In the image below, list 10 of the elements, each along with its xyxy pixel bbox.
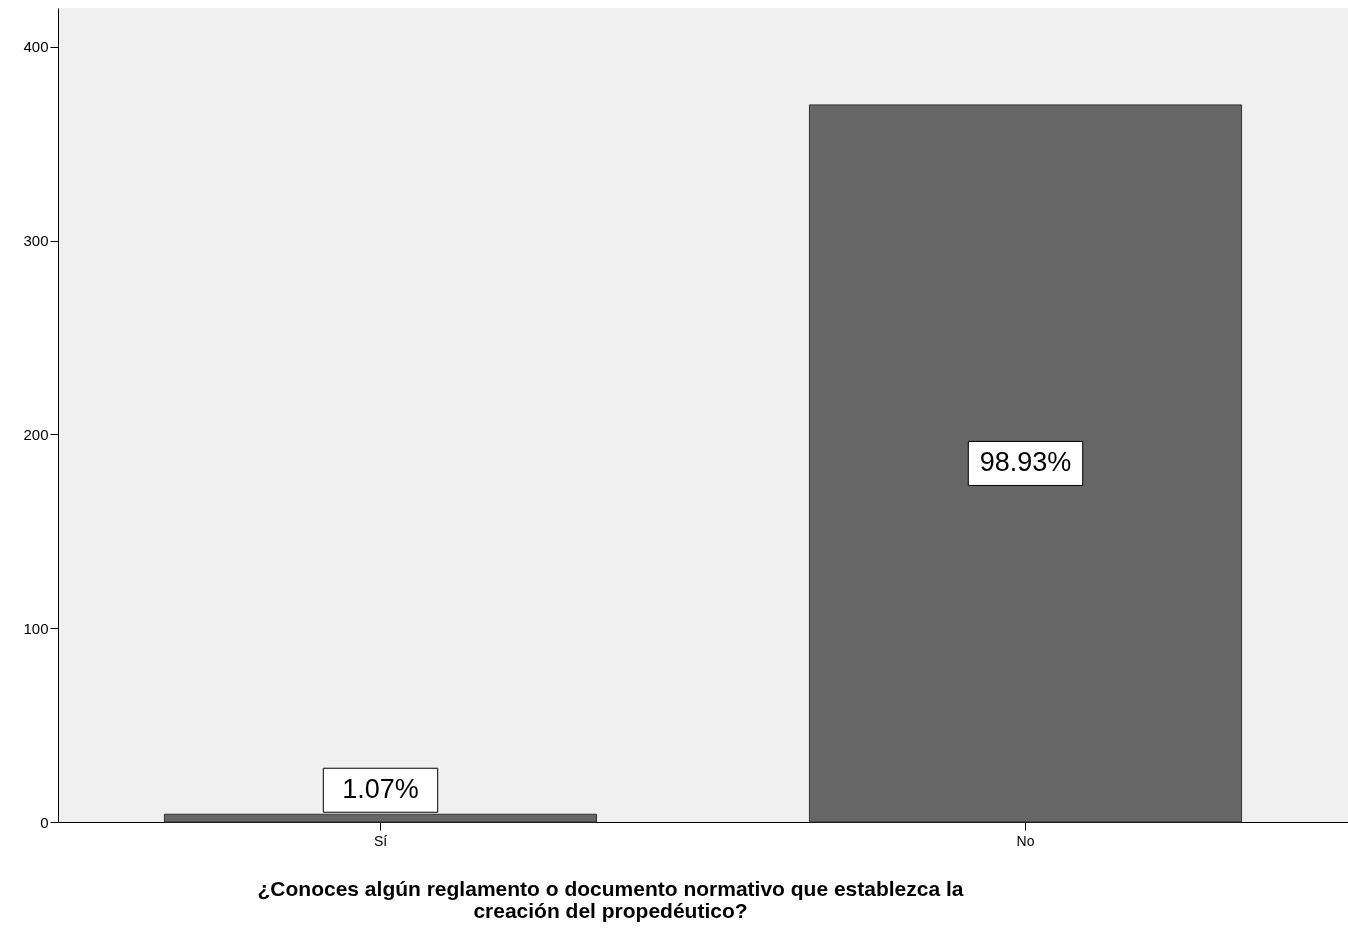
y-tick-label: 400 xyxy=(23,38,49,56)
x-axis-title: ¿Conoces algún reglamento o documento normativo que establezca la creación del propedéutico? xyxy=(257,876,964,922)
y-tick-label: 200 xyxy=(23,425,49,443)
x-tick-label: No xyxy=(1016,832,1035,849)
x-tick-label: Sí xyxy=(373,832,388,849)
annotation: 98.93% xyxy=(979,447,1072,478)
annotation: 1.07% xyxy=(342,774,419,805)
y-tick-label: 0 xyxy=(40,813,49,831)
y-tick-label: 300 xyxy=(23,232,49,250)
y-tick-label: 100 xyxy=(23,619,49,637)
